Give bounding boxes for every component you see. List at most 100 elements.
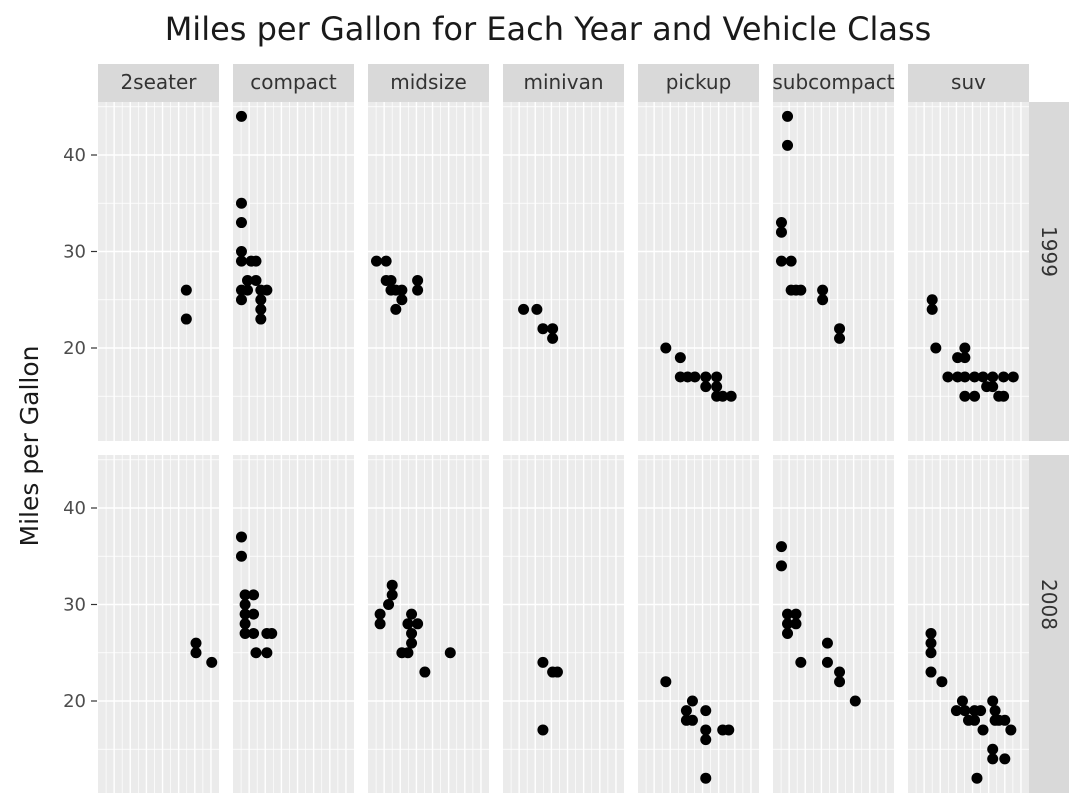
data-point [370,255,382,267]
data-point [969,371,981,383]
data-point [950,705,962,717]
data-point [537,724,549,736]
data-point [987,381,999,393]
data-point [817,284,829,296]
data-point [926,294,938,306]
data-point [239,608,251,620]
data-point [711,381,723,393]
data-point [959,371,971,383]
panel-background [638,455,759,793]
panel-1999-suv [908,102,1029,441]
data-point [235,255,247,267]
data-point [782,618,794,630]
data-point [956,695,968,707]
data-point [700,371,712,383]
chart-title: Miles per Gallon for Each Year and Vehic… [165,10,932,48]
data-point [537,323,549,335]
data-point [242,284,254,296]
y-axis-label: Miles per Gallon [15,345,44,546]
data-point [547,332,559,344]
data-point [374,618,386,630]
facet-strip-2seater [98,64,219,102]
facet-label-subcompact: subcompact [772,70,894,94]
y-tick-label: 40 [63,145,86,166]
panel-2008-pickup [638,455,759,793]
data-point [206,656,218,668]
data-point [396,284,408,296]
data-point [255,294,267,306]
panel-background [368,455,489,793]
data-point [235,531,247,543]
data-point [959,705,971,717]
data-point [419,666,431,678]
facet-strip-2008 [1029,455,1069,793]
facet-strip-pickup [638,64,759,102]
panel-background [638,102,759,441]
panel-1999-midsize [368,102,489,441]
facet-strip-minivan [503,64,624,102]
panel-2008-2seater [98,455,219,793]
data-point [925,637,937,649]
data-point [406,627,418,639]
data-point [386,589,398,601]
data-point [975,705,987,717]
data-point [402,647,414,659]
data-point [834,332,846,344]
data-point [689,371,701,383]
data-point [444,647,456,659]
panel-background [908,455,1029,793]
data-point [385,274,397,286]
data-point [969,390,981,402]
data-point [235,217,247,229]
data-point [190,647,202,659]
data-point [790,618,802,630]
data-point [999,714,1011,726]
data-point [235,550,247,562]
data-point [700,705,712,717]
data-point [936,676,948,688]
data-point [250,647,262,659]
data-point [700,734,712,746]
y-tick-label: 40 [63,498,86,519]
data-point [782,627,794,639]
data-point [711,371,723,383]
data-point [971,772,983,784]
panel-background [773,102,894,441]
data-point [795,284,807,296]
data-point [266,627,278,639]
data-point [242,274,254,286]
data-point [248,608,260,620]
data-point [518,303,530,315]
data-point [190,637,202,649]
facet-label-2008: 2008 [1037,579,1061,630]
data-point [926,303,938,315]
panel-background [503,455,624,793]
data-point [1007,371,1019,383]
data-point [959,390,971,402]
data-point [1005,724,1017,736]
data-point [925,627,937,639]
data-point [235,110,247,122]
facet-label-minivan: minivan [523,70,603,94]
panel-background [233,102,354,441]
data-point [396,294,408,306]
data-point [849,695,861,707]
panel-1999-compact [233,102,354,441]
data-point [248,627,260,639]
data-point [925,647,937,659]
data-point [374,608,386,620]
data-point [235,294,247,306]
data-point [987,753,999,765]
data-point [834,323,846,335]
data-point [725,390,737,402]
data-point [987,743,999,755]
data-point [261,647,273,659]
y-tick-label: 30 [63,242,86,263]
data-point [723,724,735,736]
facet-strip-midsize [368,64,489,102]
data-point [785,255,797,267]
data-point [775,217,787,229]
panel-2008-minivan [503,455,624,793]
panel-1999-minivan [503,102,624,441]
